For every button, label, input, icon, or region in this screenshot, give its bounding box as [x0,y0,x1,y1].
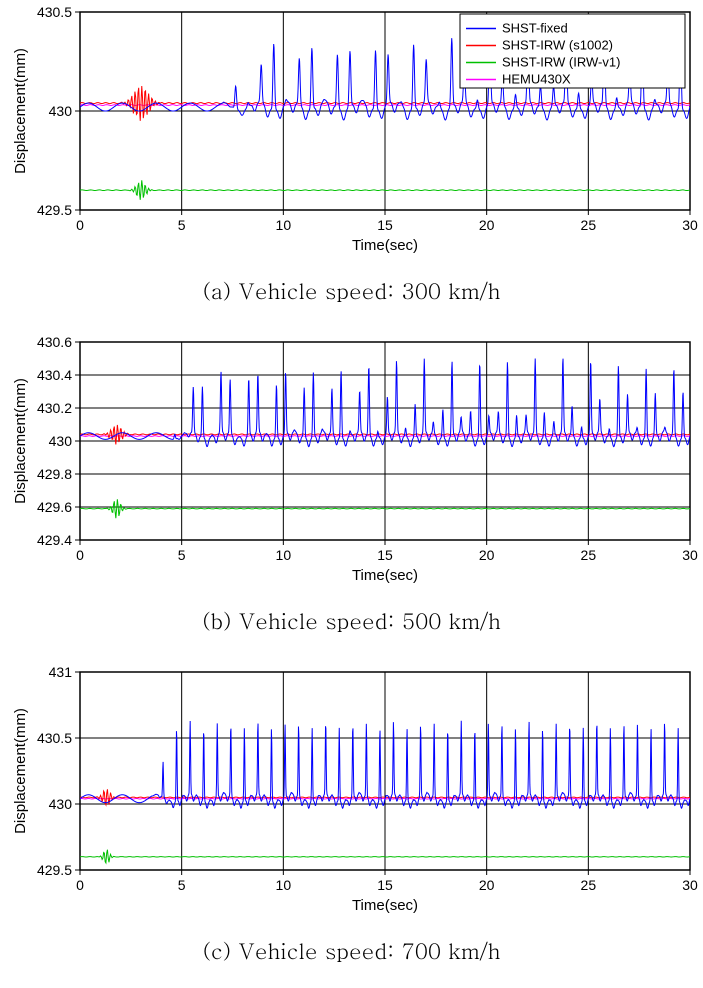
y-tick-label: 430.5 [37,4,72,20]
chart_a: 0 5 10 15 20 25 30 429.5 430 430.5 Time(sec) Displa… [0,0,703,255]
y-tick-label: 430.2 [37,400,72,416]
y-tick-label: 430.4 [37,367,72,383]
legend-item-label: SHST-IRW (s1002) [502,38,613,53]
x-tick-label: 30 [682,547,698,563]
x-axis-label: Time(sec) [352,567,418,584]
chart-panel: 0 5 10 15 20 25 30 429.5 430 430.5 Time(sec) Displa… [0,0,703,255]
y-tick-label: 430 [49,433,73,449]
x-tick-label: 15 [377,547,393,563]
x-tick-label: 25 [581,877,597,893]
y-tick-label: 431 [49,664,73,680]
x-tick-label: 0 [76,877,84,893]
legend-item-label: HEMU430X [502,72,571,87]
page-root: 0 5 10 15 20 25 30 429.5 430 430.5 Time(sec) Displa… [0,0,703,988]
chart-caption: (b) Vehicle speed: 500 km/h [0,605,703,636]
chart-panel: 0 5 10 15 20 25 30 429.5 430 430.5 431 Time(sec) Dis… [0,660,703,915]
chart-caption: (c) Vehicle speed: 700 km/h [0,935,703,966]
legend-item-label: SHST-fixed [502,21,568,36]
y-tick-label: 429.5 [37,202,72,218]
legend: SHST-fixed SHST-IRW (s1002) SHST-IRW (IRW-… [460,14,685,88]
x-tick-label: 0 [76,217,84,233]
y-tick-label: 430 [49,796,73,812]
chart_b: 0 5 10 15 20 25 30 429.4 429.6 429.8 430 430.2 430.4… [0,330,703,585]
x-tick-label: 10 [276,877,292,893]
x-tick-label: 0 [76,547,84,563]
x-tick-label: 25 [581,217,597,233]
x-tick-label: 20 [479,547,495,563]
x-tick-label: 30 [682,877,698,893]
y-axis-label: Displacement(mm) [12,708,29,834]
y-tick-label: 430.6 [37,334,72,350]
chart-caption: (a) Vehicle speed: 300 km/h [0,275,703,306]
y-tick-label: 430 [49,103,73,119]
y-axis-label: Displacement(mm) [12,48,29,174]
x-tick-label: 5 [178,877,186,893]
x-axis-label: Time(sec) [352,897,418,914]
y-tick-label: 429.6 [37,499,72,515]
chart_c: 0 5 10 15 20 25 30 429.5 430 430.5 431 Time(sec) Dis… [0,660,703,915]
y-tick-label: 429.8 [37,466,72,482]
x-tick-label: 25 [581,547,597,563]
y-tick-label: 429.5 [37,862,72,878]
x-tick-label: 30 [682,217,698,233]
x-tick-label: 15 [377,877,393,893]
x-axis-label: Time(sec) [352,237,418,254]
y-axis-label: Displacement(mm) [12,378,29,504]
x-tick-label: 10 [276,217,292,233]
chart-panel: 0 5 10 15 20 25 30 429.4 429.6 429.8 430 430.2 430.4… [0,330,703,585]
x-tick-label: 5 [178,217,186,233]
x-tick-label: 20 [479,217,495,233]
legend-item-label: SHST-IRW (IRW-v1) [502,55,620,70]
x-tick-label: 5 [178,547,186,563]
x-tick-label: 10 [276,547,292,563]
y-tick-label: 429.4 [37,532,72,548]
y-tick-label: 430.5 [37,730,72,746]
x-tick-label: 20 [479,877,495,893]
x-tick-label: 15 [377,217,393,233]
